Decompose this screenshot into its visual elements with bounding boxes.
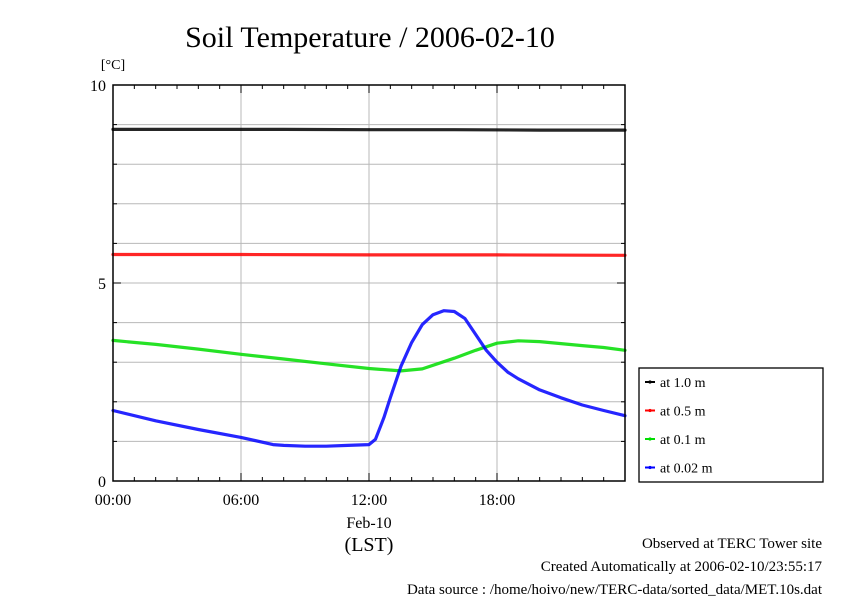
legend-label-0: at 1.0 m — [660, 376, 706, 391]
legend-label-1: at 0.5 m — [660, 405, 706, 420]
x-tick-label: 00:00 — [95, 492, 131, 509]
legend-marker-3 — [648, 465, 652, 470]
x-tick-label: 12:00 — [351, 492, 387, 509]
footer-created: Created Automatically at 2006-02-10/23:5… — [540, 559, 822, 575]
legend-label-2: at 0.1 m — [660, 433, 706, 448]
chart-title: Soil Temperature / 2006-02-10 — [185, 21, 555, 54]
series-line-1 — [111, 252, 627, 257]
series-line-0 — [111, 127, 627, 132]
footer-source: Data source : /home/hoivo/new/TERC-data/… — [406, 582, 822, 598]
legend-marker-0 — [648, 380, 652, 384]
legend-label-3: at 0.02 m — [660, 462, 713, 477]
x-tick-label: 18:00 — [479, 492, 515, 509]
y-tick-label: 5 — [98, 276, 106, 293]
axis-ticks: 00:00 06:00 12:00 18:00 0 5 10 — [90, 78, 626, 509]
y-axis-unit: [°C] — [101, 58, 125, 73]
series-lines — [111, 127, 627, 448]
legend-box — [638, 367, 824, 483]
footer-observed: Observed at TERC Tower site — [641, 536, 822, 552]
x-axis-date-label: Feb-10 — [346, 515, 391, 532]
grid-lines — [113, 85, 625, 481]
legend: at 1.0 m at 0.5 m at 0.1 m at 0.02 m — [638, 367, 824, 483]
x-tick-label: 06:00 — [223, 492, 259, 509]
y-tick-label: 0 — [98, 474, 106, 491]
y-tick-label: 10 — [90, 78, 106, 95]
series-line-3 — [111, 309, 627, 448]
x-axis-label: (LST) — [345, 534, 394, 556]
series-line-2 — [111, 338, 627, 373]
legend-marker-2 — [648, 437, 652, 441]
legend-marker-1 — [648, 408, 652, 413]
